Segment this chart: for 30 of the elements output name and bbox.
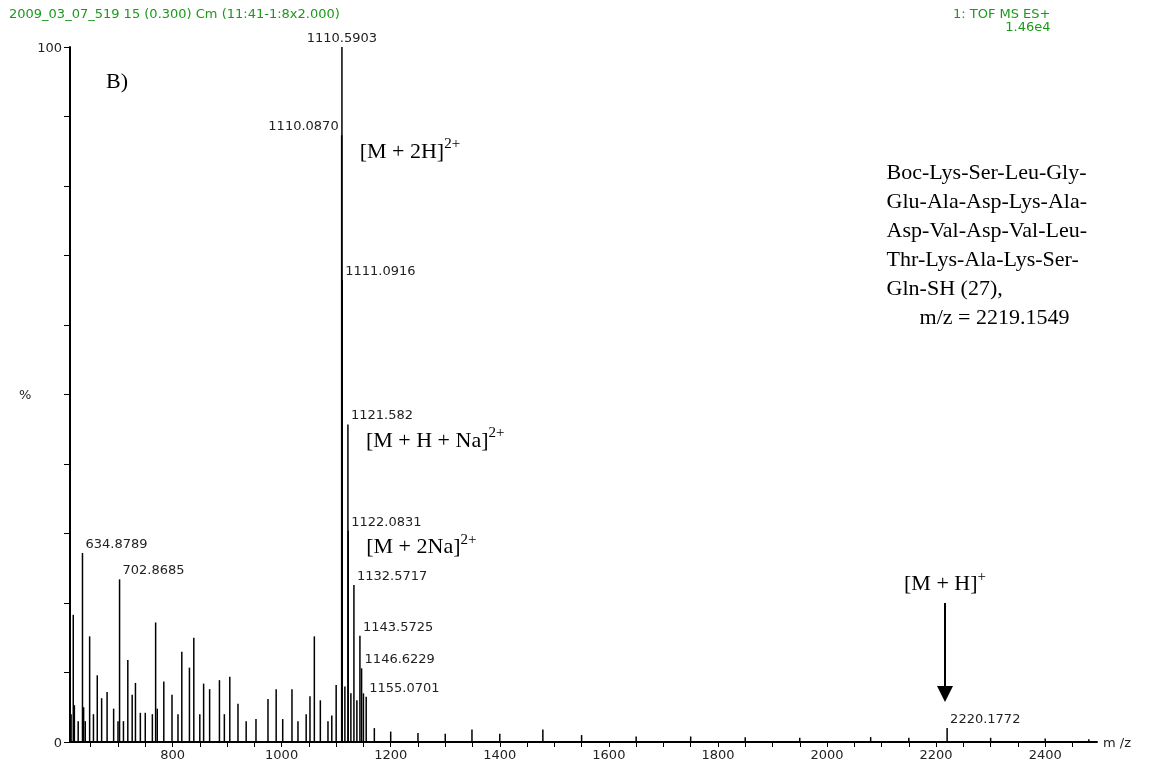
x-tick-label: 1000 — [265, 747, 299, 762]
annotation: 1110.0870 — [268, 118, 339, 134]
x-axis-title: m /z — [1103, 734, 1132, 750]
chart-title: 2009_03_07_519 15 (0.300) Cm (11:41-1:8x2.000) — [9, 6, 340, 21]
annotation: 1155.0701 — [369, 679, 440, 695]
y-axis-title: % — [18, 387, 32, 402]
x-tick-label: 2400 — [1028, 747, 1062, 762]
annotation: 634.8789 — [85, 535, 148, 551]
annotation: 702.8685 — [122, 562, 185, 578]
annotation: 1122.0831 — [351, 513, 422, 529]
x-tick-label: 1600 — [592, 747, 626, 762]
y-tick-label: 0 — [53, 734, 62, 750]
annotation: 1111.0916 — [345, 262, 416, 278]
annotation: Boc-Lys-Ser-Leu-Gly- Glu-Ala-Asp-Lys-Ala- Asp-Val-Asp-Val-Leu- Thr-Lys-Ala-Lys-Ser- Gln-SH (27), m/z = 2219.1549 — [886, 159, 1088, 329]
x-tick-label: 1400 — [483, 747, 517, 762]
x-tick-label: 2000 — [810, 747, 844, 762]
annotation: 2220.1772 — [950, 711, 1021, 727]
annotation: 1146.6229 — [364, 651, 435, 667]
x-tick-label: 1800 — [701, 747, 735, 762]
x-tick-label: 1200 — [374, 747, 408, 762]
annotation: 1143.5725 — [362, 618, 434, 634]
annotation: [M + H]+ — [904, 567, 986, 595]
annotation: B) — [106, 67, 128, 93]
x-tick-label: 800 — [160, 747, 185, 762]
annotation: 1110.5903 — [306, 30, 378, 45]
annotation: 1121.582 — [350, 407, 413, 423]
y-tick-label: 100 — [37, 39, 62, 55]
chart-subtitle: 1: TOF MS ES+ 1.46e4 — [952, 6, 1051, 34]
annotation: 1132.5717 — [356, 567, 428, 583]
x-tick-label: 2200 — [919, 747, 953, 762]
